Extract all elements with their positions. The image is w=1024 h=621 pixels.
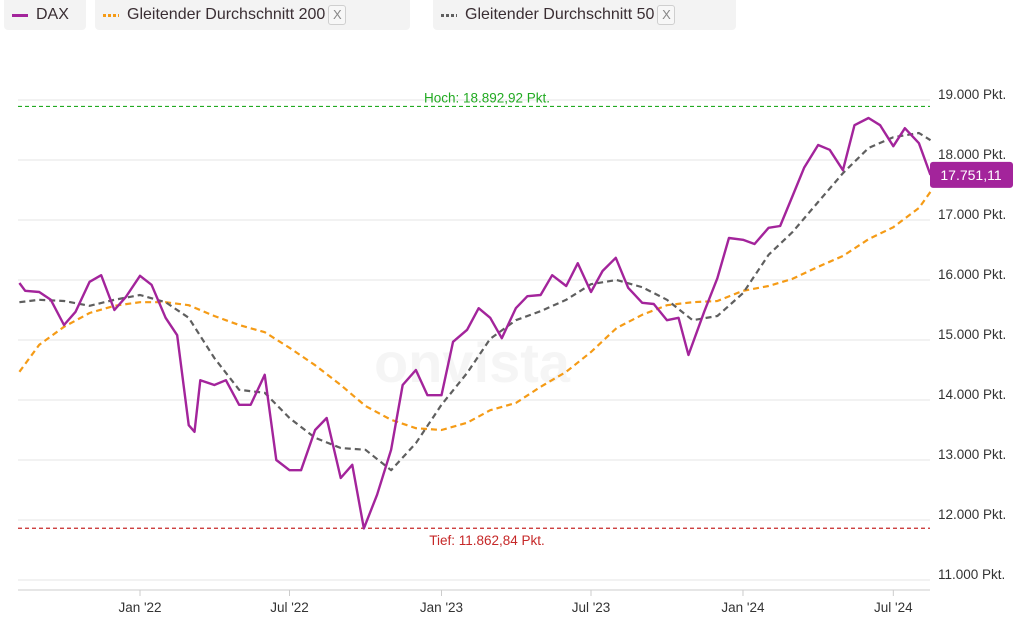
x-tick-label: Jul '22 xyxy=(270,600,309,615)
close-icon[interactable]: X xyxy=(328,5,347,25)
series-line-dax xyxy=(18,116,932,530)
y-tick-label: 13.000 Pkt. xyxy=(938,447,1006,462)
last-value-badge xyxy=(930,161,1013,188)
x-tick-label: Jan '23 xyxy=(420,600,463,615)
legend-label: DAX xyxy=(36,6,69,23)
series-line-ma200 xyxy=(18,191,932,432)
close-icon[interactable]: X xyxy=(657,5,676,25)
x-tick-label: Jan '24 xyxy=(721,600,765,615)
legend-dash-swatch xyxy=(103,13,119,17)
y-tick-label: 11.000 Pkt. xyxy=(938,567,1005,582)
y-tick-label: 14.000 Pkt. xyxy=(938,387,1006,402)
y-tick-label: 17.000 Pkt. xyxy=(938,207,1006,222)
x-tick-label: Jan '22 xyxy=(118,600,161,615)
y-tick-label: 12.000 Pkt. xyxy=(938,507,1006,522)
x-tick-label: Jul '24 xyxy=(874,600,913,615)
legend-dash-swatch xyxy=(441,13,457,17)
legend-item-ma50[interactable]: Gleitender Durchschnitt 50 X xyxy=(433,0,736,30)
series-line-ma50 xyxy=(19,131,932,472)
y-tick-label: 19.000 Pkt. xyxy=(938,87,1006,102)
x-tick-label: Jul '23 xyxy=(572,600,611,615)
high-line-label: Hoch: 18.892,92 Pkt. xyxy=(424,90,550,105)
y-tick-label: 16.000 Pkt. xyxy=(938,267,1006,282)
legend-label: Gleitender Durchschnitt 50 xyxy=(465,6,655,23)
legend-label: Gleitender Durchschnitt 200 xyxy=(127,6,326,23)
low-line-label: Tief: 11.862,84 Pkt. xyxy=(429,533,545,548)
y-tick-label: 18.000 Pkt. xyxy=(938,147,1006,162)
last-value-label: 17.751,11 xyxy=(940,167,1001,183)
legend-line-swatch xyxy=(12,13,28,17)
legend-item-dax[interactable]: DAX xyxy=(4,0,86,30)
y-tick-label: 15.000 Pkt. xyxy=(938,327,1006,342)
legend-item-ma200[interactable]: Gleitender Durchschnitt 200 X xyxy=(95,0,410,30)
